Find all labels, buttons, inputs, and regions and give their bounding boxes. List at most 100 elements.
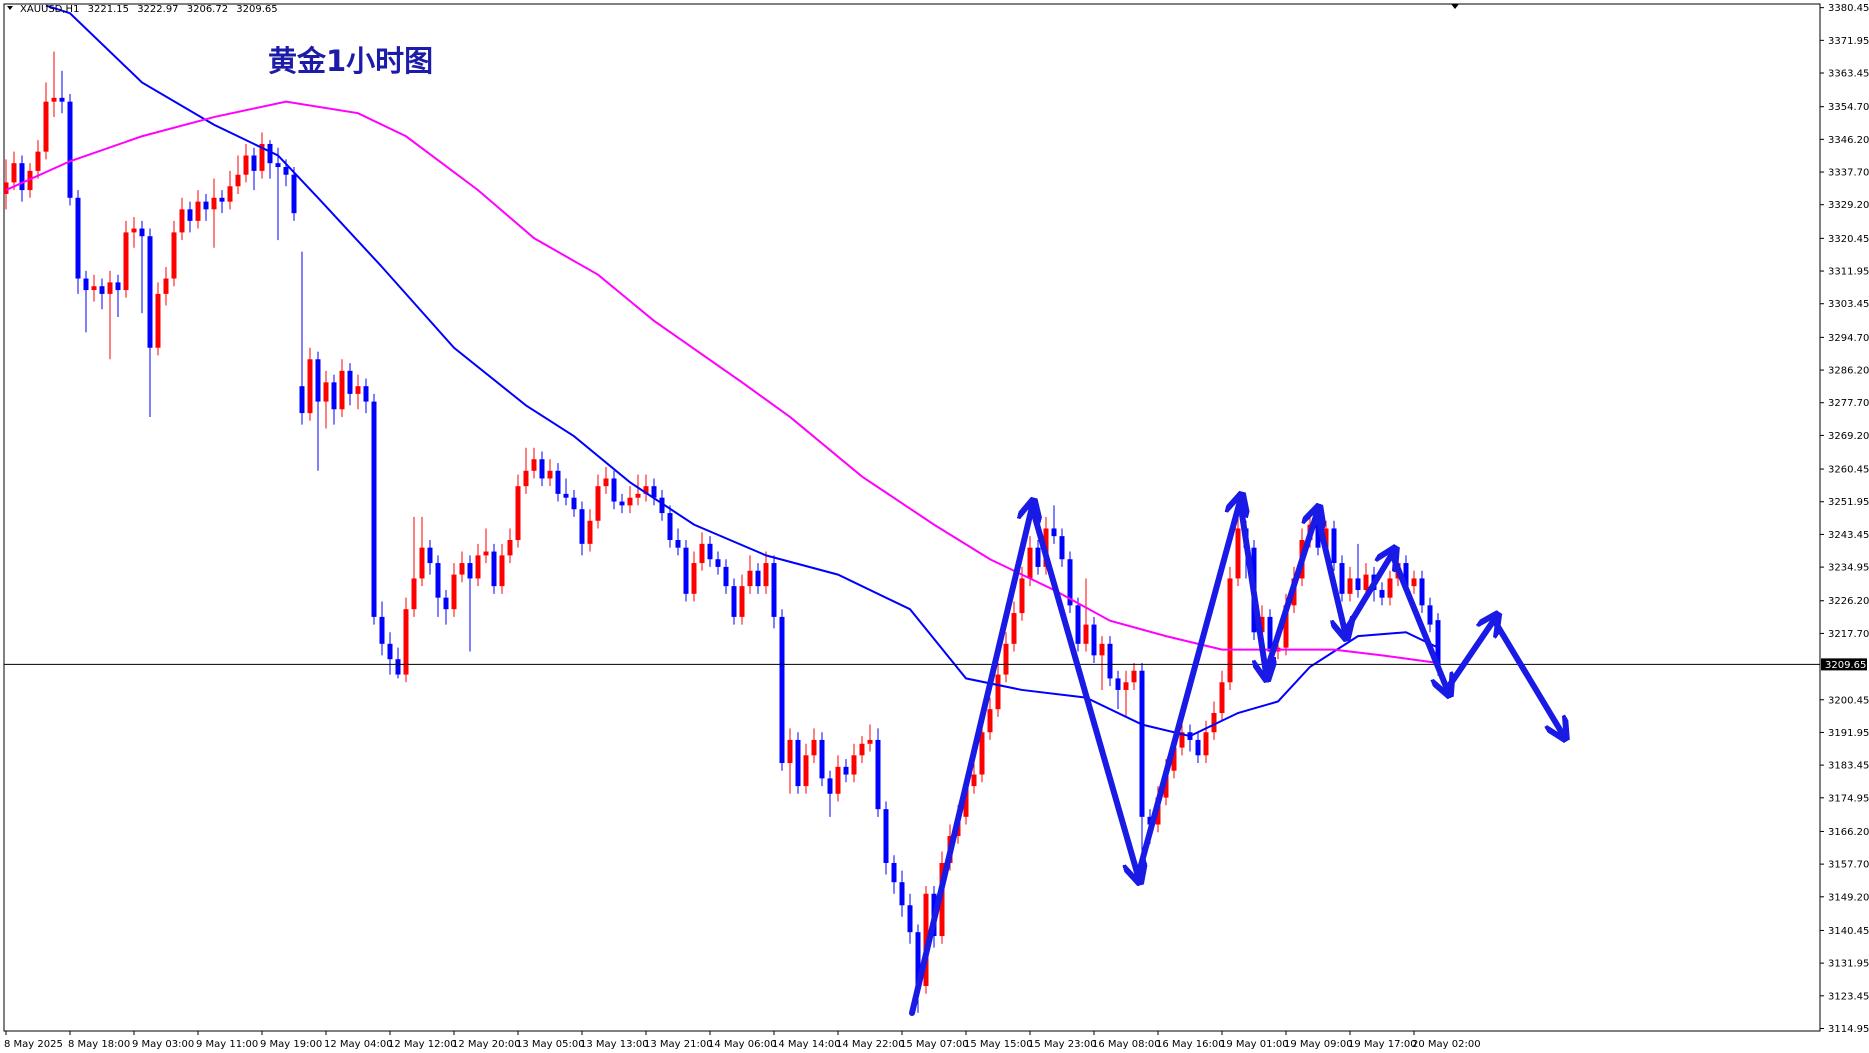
y-tick-label: 3251.95 <box>1828 497 1869 508</box>
arrow <box>1491 617 1562 733</box>
candle-body <box>507 539 513 556</box>
symbol: XAUUSD,H1 <box>20 4 80 15</box>
y-tick-label: 3303.45 <box>1828 299 1869 310</box>
y-tick-label: 3311.95 <box>1828 267 1869 278</box>
candle-body <box>1051 528 1057 537</box>
candle-body <box>875 739 881 810</box>
header-close: 3209.65 <box>236 4 278 15</box>
candle-body <box>1347 578 1353 594</box>
candle-body <box>1331 528 1337 564</box>
x-tick-label: 13 May 21:00 <box>644 1039 713 1050</box>
y-tick-label: 3234.95 <box>1828 563 1869 574</box>
x-tick-label: 9 May 19:00 <box>260 1039 322 1050</box>
candle-body <box>315 359 321 402</box>
candle-body <box>619 501 625 506</box>
candle-body <box>539 459 545 479</box>
header-high: 3222.97 <box>137 4 179 15</box>
candle-body <box>235 174 241 187</box>
candle-body <box>995 674 1001 710</box>
y-tick-label: 3286.20 <box>1828 366 1869 377</box>
candle-body <box>1027 547 1033 579</box>
candle-body <box>1099 643 1105 656</box>
candle-body <box>187 209 193 221</box>
candle-body <box>571 497 577 510</box>
candle-body <box>555 470 561 494</box>
candle-body <box>323 382 329 402</box>
candle-body <box>1227 578 1233 683</box>
y-tick-label: 3217.70 <box>1828 629 1869 640</box>
candle-body <box>1211 713 1217 733</box>
candle-body <box>243 155 249 175</box>
candle-body <box>395 659 401 675</box>
candle-body <box>227 186 233 202</box>
x-tick-label: 12 May 20:00 <box>452 1039 521 1050</box>
candle-body <box>259 143 265 171</box>
x-tick-label: 9 May 03:00 <box>132 1039 194 1050</box>
candle-body <box>915 932 921 987</box>
candle-body <box>899 882 905 906</box>
arrow <box>1389 551 1447 689</box>
arrow <box>1342 554 1392 635</box>
arrow <box>1237 498 1266 673</box>
candle-body <box>419 547 425 579</box>
candle-body <box>363 386 369 402</box>
candle-body <box>1339 563 1345 594</box>
price-axis: 3380.45 3371.95 3363.45 3354.70 3346.20 3337.… <box>1820 3 1869 1035</box>
y-tick-label: 3157.70 <box>1828 860 1869 871</box>
candle-body <box>667 513 673 540</box>
candle-body <box>91 286 97 291</box>
candle-body <box>731 586 737 617</box>
x-tick-label: 16 May 16:00 <box>1156 1039 1225 1050</box>
candle-body <box>523 470 529 487</box>
candle-body <box>1019 578 1025 614</box>
x-tick-label: 14 May 22:00 <box>836 1039 905 1050</box>
candle-body <box>163 278 169 294</box>
y-tick-label: 3329.20 <box>1828 200 1869 211</box>
last-price-label: 3209.65 <box>1825 660 1866 671</box>
candle-body <box>1235 528 1241 579</box>
y-tick-label: 3226.20 <box>1828 596 1869 607</box>
y-tick-label: 3294.70 <box>1828 333 1869 344</box>
y-tick-label: 3131.95 <box>1828 959 1869 970</box>
candle-body <box>51 97 57 102</box>
candle-body <box>515 486 521 540</box>
candle-body <box>883 809 889 863</box>
candle-body <box>1003 643 1009 675</box>
candle-body <box>67 101 73 198</box>
candle-body <box>979 732 985 775</box>
candle-body <box>819 739 825 779</box>
x-tick-label: 19 May 09:00 <box>1284 1039 1353 1050</box>
candle-body <box>99 286 105 294</box>
candle-body <box>1315 524 1321 548</box>
candle-body <box>1387 578 1393 598</box>
candle-body <box>1219 682 1225 714</box>
candle-body <box>803 755 809 787</box>
y-tick-label: 3166.20 <box>1828 827 1869 838</box>
x-tick-label: 14 May 06:00 <box>708 1039 777 1050</box>
candle-body <box>1139 670 1145 817</box>
candle-body <box>715 559 721 567</box>
y-tick-label: 3149.20 <box>1828 892 1869 903</box>
candle-body <box>1411 578 1417 587</box>
x-tick-label: 15 May 23:00 <box>1028 1039 1097 1050</box>
candle-body <box>43 101 49 152</box>
candle-body <box>491 551 497 587</box>
plot-frame <box>3 3 1821 1032</box>
candle-body <box>603 478 609 487</box>
candle-body <box>907 905 913 933</box>
candle-body <box>11 163 17 183</box>
candle-body <box>1283 605 1289 648</box>
candle-body <box>1403 563 1409 587</box>
candle-body <box>291 174 297 214</box>
candle-body <box>1195 739 1201 756</box>
header-low: 3206.72 <box>186 4 229 15</box>
candle-body <box>547 470 553 479</box>
candle-body <box>1059 536 1065 560</box>
candle-body <box>795 739 801 787</box>
candle-body <box>139 228 145 237</box>
candle-body <box>1067 559 1073 606</box>
y-tick-label: 3277.70 <box>1828 398 1869 409</box>
candle-body <box>595 486 601 521</box>
